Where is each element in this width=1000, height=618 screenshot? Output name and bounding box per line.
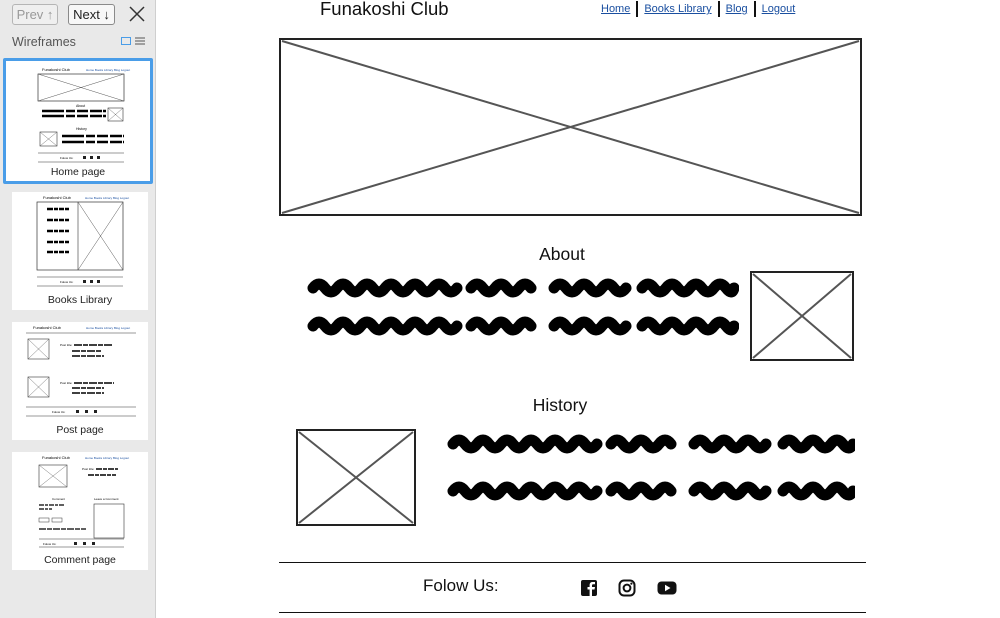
svg-text:About: About — [76, 104, 85, 108]
top-navigation: Home Books Library Blog Logout — [601, 1, 795, 17]
thumbnail-label: Post page — [56, 424, 104, 436]
footer-bottom-divider — [279, 612, 866, 613]
history-image-placeholder — [296, 429, 416, 526]
svg-text:Funakoshi Club: Funakoshi Club — [42, 67, 71, 72]
nav-divider — [717, 1, 720, 17]
history-heading: History — [532, 395, 588, 415]
nav-link-home[interactable]: Home — [601, 3, 631, 15]
home-page-preview: Funakoshi Club Home Books Library Blog L… — [37, 67, 130, 163]
view-toggle — [121, 36, 145, 46]
about-heading: About — [539, 244, 585, 264]
nav-link-books-library[interactable]: Books Library — [644, 3, 712, 15]
nav-divider — [753, 1, 756, 17]
thumbnail-label: Home page — [50, 166, 106, 178]
grid-view-icon[interactable] — [121, 36, 131, 46]
about-text-scribble — [307, 278, 739, 336]
books-library-preview: Funakoshi Club Home Books Library Blog L… — [36, 195, 129, 287]
nav-divider — [636, 1, 639, 17]
svg-text:Funakoshi Club: Funakoshi Club — [33, 325, 62, 330]
nav-link-logout[interactable]: Logout — [761, 3, 796, 15]
svg-text:Post title:: Post title: — [60, 343, 73, 347]
svg-text:Post title:: Post title: — [60, 381, 73, 385]
thumbnail-label: Books Library — [47, 294, 113, 306]
footer-top-divider — [279, 562, 866, 563]
hero-image-placeholder — [279, 38, 862, 216]
svg-text:Home Books Library Blog Logout: Home Books Library Blog Logout — [86, 68, 130, 72]
svg-text:Post title:: Post title: — [82, 467, 95, 471]
svg-text:Home Books Library Blog Logout: Home Books Library Blog Logout — [86, 326, 130, 330]
svg-text:Folow Us:: Folow Us: — [43, 542, 57, 546]
post-page-preview: Funakoshi Club Home Books Library Blog L… — [26, 325, 136, 417]
thumbnail-home-page[interactable]: Funakoshi Club Home Books Library Blog L… — [3, 58, 153, 184]
svg-text:Leave a Comment: Leave a Comment — [94, 497, 119, 501]
svg-text:Funakoshi Club: Funakoshi Club — [43, 195, 72, 200]
svg-text:Folow Us:: Folow Us: — [60, 280, 74, 284]
prev-button[interactable]: Prev ↑ — [12, 4, 58, 25]
svg-text:Home Books Library Blog Logout: Home Books Library Blog Logout — [85, 456, 129, 460]
svg-text:Folow Us:: Folow Us: — [60, 156, 74, 160]
next-button[interactable]: Next ↓ — [68, 4, 115, 25]
svg-text:Funakoshi Club: Funakoshi Club — [42, 455, 71, 460]
wireframe-canvas: Funakoshi Club Home Books Library Blog L… — [157, 0, 1000, 618]
thumbnail-comment-page[interactable]: Funakoshi Club Home Books Library Blog L… — [12, 452, 148, 570]
wireframes-heading: Wireframes — [12, 35, 76, 49]
svg-text:Folow Us:: Folow Us: — [52, 410, 66, 414]
facebook-icon[interactable] — [580, 579, 598, 597]
history-text-scribble — [447, 434, 855, 501]
thumbnail-label: Comment page — [44, 554, 116, 566]
nav-link-blog[interactable]: Blog — [725, 3, 748, 15]
thumbnail-books-library[interactable]: Funakoshi Club Home Books Library Blog L… — [12, 192, 148, 310]
list-view-icon[interactable] — [135, 36, 145, 46]
close-icon[interactable] — [128, 5, 146, 23]
about-image-placeholder — [750, 271, 854, 361]
wireframes-sidebar: Prev ↑ Next ↓ Wireframes Funakoshi Club … — [0, 0, 156, 618]
youtube-icon[interactable] — [657, 579, 677, 597]
follow-us-label: Folow Us: — [423, 576, 499, 595]
svg-text:History: History — [76, 127, 87, 131]
site-title: Funakoshi Club — [320, 0, 449, 19]
instagram-icon[interactable] — [618, 579, 636, 597]
svg-text:Home Books Library Blog Logout: Home Books Library Blog Logout — [85, 196, 129, 200]
comment-page-preview: Funakoshi Club Home Books Library Blog L… — [38, 455, 129, 548]
svg-text:Comment: Comment — [52, 497, 65, 501]
thumbnail-post-page[interactable]: Funakoshi Club Home Books Library Blog L… — [12, 322, 148, 440]
